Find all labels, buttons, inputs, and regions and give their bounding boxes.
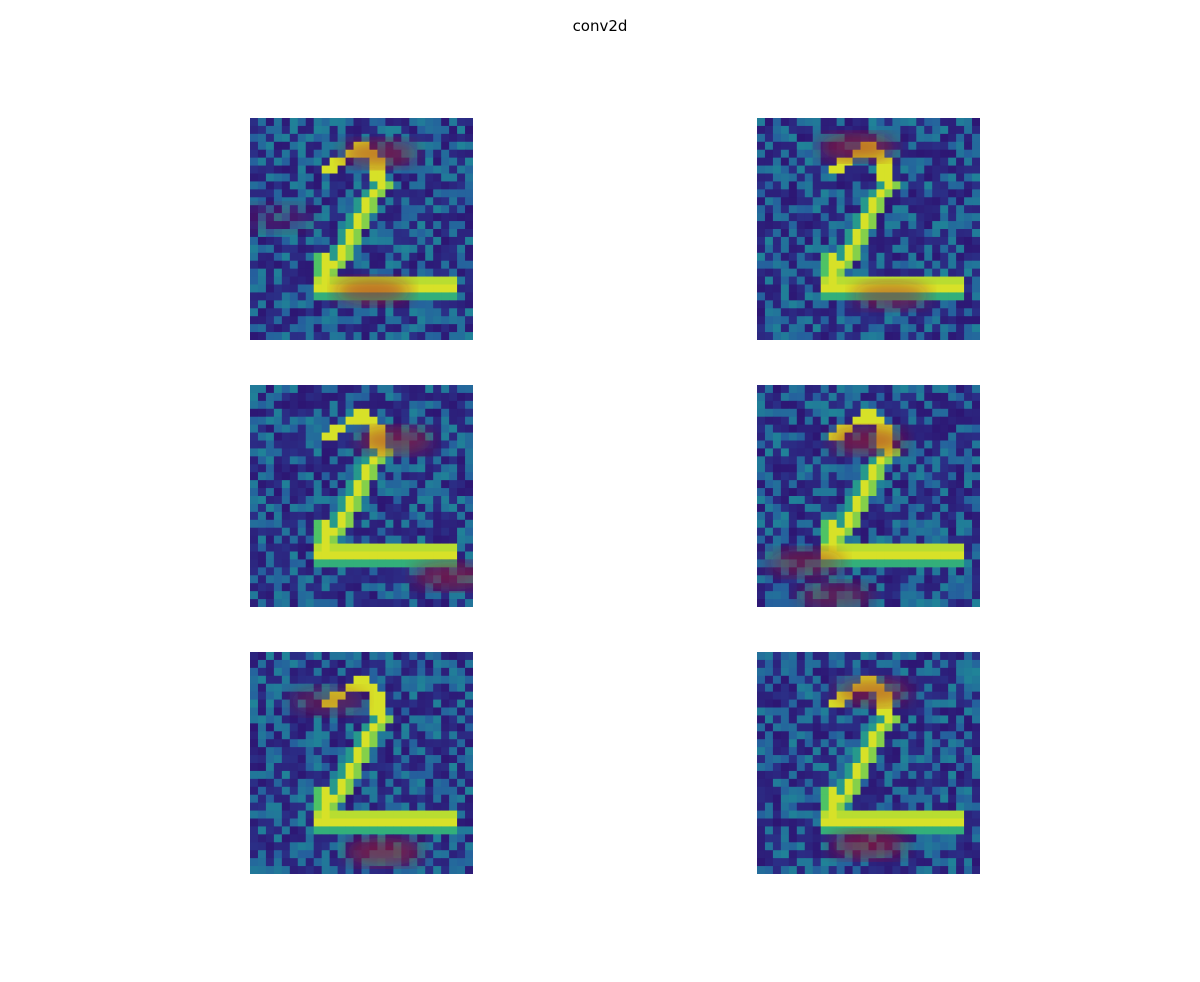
heatmap-panel-4: [757, 385, 980, 607]
heatmap-panel-3: [250, 385, 473, 607]
heatmap-image-4: [757, 385, 980, 607]
heatmap-image-1: [250, 118, 473, 340]
heatmap-panel-6: [757, 652, 980, 874]
heatmap-panel-1: [250, 118, 473, 340]
figure-title: conv2d: [572, 17, 628, 35]
heatmap-image-2: [757, 118, 980, 340]
heatmap-panel-2: [757, 118, 980, 340]
heatmap-image-3: [250, 385, 473, 607]
heatmap-image-6: [757, 652, 980, 874]
heatmap-panel-5: [250, 652, 473, 874]
heatmap-image-5: [250, 652, 473, 874]
